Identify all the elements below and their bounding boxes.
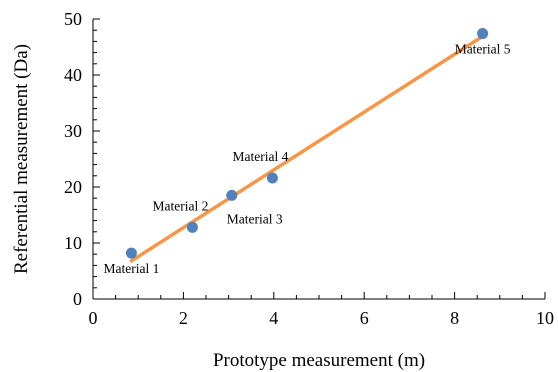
x-axis-title: Prototype measurement (m) <box>213 350 425 371</box>
x-tick-label: 2 <box>179 308 188 328</box>
point-label: Material 3 <box>227 211 283 226</box>
x-tick-label: 6 <box>360 308 369 328</box>
tick-labels: 0 2 4 6 8 10 0 10 20 30 40 50 <box>64 9 554 328</box>
data-point <box>477 28 489 40</box>
axis-ticks <box>92 18 546 300</box>
y-tick-label: 20 <box>64 177 82 197</box>
data-point <box>186 221 198 233</box>
trendline <box>129 34 485 263</box>
y-tick-label: 30 <box>64 121 82 141</box>
x-tick-label: 10 <box>536 308 554 328</box>
data-points <box>125 28 489 259</box>
x-tick-label: 0 <box>89 308 98 328</box>
y-tick-label: 10 <box>64 233 82 253</box>
data-point <box>226 189 238 201</box>
y-tick-label: 40 <box>64 65 82 85</box>
data-point <box>266 172 278 184</box>
trendline-group <box>129 34 485 263</box>
point-label: Material 1 <box>103 261 159 276</box>
y-tick-label: 50 <box>64 9 82 29</box>
x-tick-label: 8 <box>450 308 459 328</box>
point-label: Material 5 <box>455 42 511 57</box>
point-labels: Material 1 Material 2 Material 3 Material 4… <box>103 42 510 277</box>
x-tick-label: 4 <box>269 308 278 328</box>
point-label: Material 4 <box>233 149 289 164</box>
point-label: Material 2 <box>153 198 209 213</box>
y-axis-title: Referential measurement (Da) <box>11 44 32 274</box>
y-tick-label: 0 <box>73 289 82 309</box>
data-point <box>125 247 137 259</box>
